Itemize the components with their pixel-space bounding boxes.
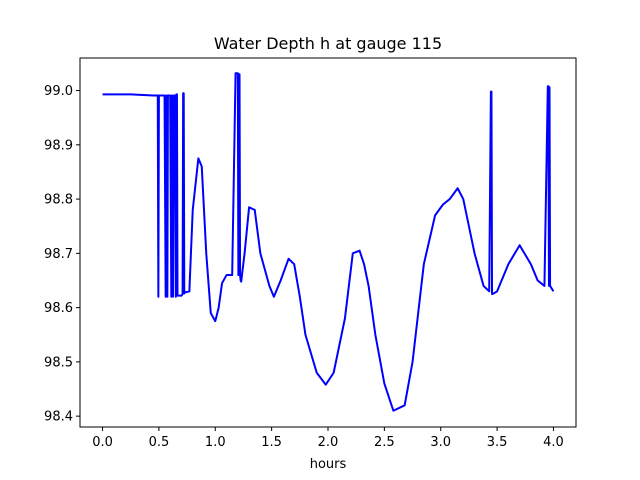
y-axis: 98.4 98.5 98.6 98.7 98.8 98.9 99.0: [44, 84, 80, 425]
x-tick-label: 0.0: [92, 435, 113, 450]
x-tick-label: 1.0: [205, 435, 226, 450]
y-tick-label: 98.7: [44, 247, 73, 262]
plot-frame: [79, 57, 577, 428]
series-layer: [102, 72, 555, 412]
x-tick-label: 3.0: [430, 435, 451, 450]
series-line-0: [102, 72, 555, 412]
y-tick-label: 99.0: [44, 84, 73, 99]
y-tick-label: 98.4: [44, 410, 73, 425]
y-tick-label: 98.9: [44, 138, 73, 153]
x-axis-label: hours: [310, 457, 347, 472]
x-tick-label: 3.5: [487, 435, 508, 450]
x-tick-label: 0.5: [149, 435, 170, 450]
y-tick-label: 98.8: [44, 193, 73, 208]
x-tick-label: 2.5: [374, 435, 395, 450]
y-tick-label: 98.5: [44, 355, 73, 370]
x-tick-label: 1.5: [261, 435, 282, 450]
x-axis: 0.0 0.5 1.0 1.5 2.0 2.5 3.0 3.5 4.0: [92, 427, 564, 450]
chart-title: Water Depth h at gauge 115: [214, 34, 442, 53]
x-tick-label: 4.0: [543, 435, 564, 450]
x-tick-label: 2.0: [318, 435, 339, 450]
y-tick-label: 98.6: [44, 301, 73, 316]
